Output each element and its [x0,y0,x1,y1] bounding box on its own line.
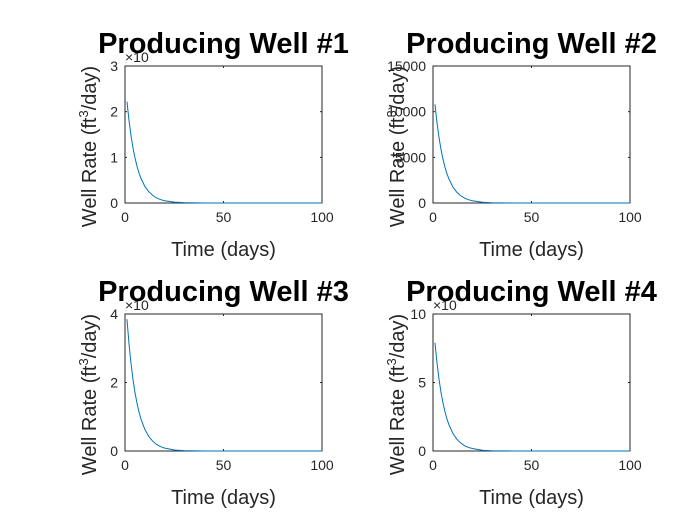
y-tick-label: 5000 [395,149,426,165]
x-tick-label: 100 [310,209,334,225]
y-axis-label: Well Rate (ft3/day) [384,314,409,475]
y-tick-label: 5 [418,375,426,391]
x-axis-label: Time (days) [479,239,584,261]
subplot-1: 0 50 100 0 1 2 3 ×10 Time (days) Well Rate (ft3/d… [76,28,349,261]
x-axis-label: Time (days) [479,487,584,509]
axes-frame [432,65,631,204]
x-tick-label: 50 [216,209,232,225]
x-tick-label: 100 [618,209,642,225]
axes-frame [432,313,631,452]
subplot-2: 0 50 100 0 5000 10000 15000 Time (days) Well Rat… [384,28,657,261]
y-tick-label: 0 [418,443,426,459]
series-line [126,319,322,452]
y-tick-label: 15000 [387,58,426,74]
subplot-3: 0 50 100 0 2 4 ×10 Time (days) Well Rate (ft3/da… [76,276,349,509]
series-line [434,342,630,452]
subplot-title: Producing Well #2 [406,28,657,60]
y-tick-label: 2 [110,104,118,120]
x-tick-label: 0 [429,209,437,225]
y-axis-label: Well Rate (ft3/day) [76,314,101,475]
x-tick-label: 100 [618,457,642,473]
x-axis-label: Time (days) [171,487,276,509]
x-tick-label: 50 [524,209,540,225]
subplot-title: Producing Well #3 [98,276,349,308]
x-tick-label: 0 [121,209,129,225]
y-tick-label: 10000 [387,104,426,120]
x-tick-label: 50 [216,457,232,473]
axes-frame [124,313,323,452]
y-axis-label: Well Rate (ft3/day) [384,66,409,227]
y-exponent-label: ×10 [433,297,457,313]
subplot-4: 0 50 100 0 5 10 ×10 Time (days) Well Rate (ft3/d… [384,276,657,509]
y-tick-label: 3 [110,58,118,74]
x-tick-label: 0 [121,457,129,473]
y-tick-label: 0 [110,443,118,459]
x-tick-label: 100 [310,457,334,473]
y-tick-label: 0 [418,195,426,211]
y-tick-label: 10 [410,306,426,322]
x-axis-label: Time (days) [171,239,276,261]
x-tick-label: 50 [524,457,540,473]
axes-frame [124,65,323,204]
subplot-title: Producing Well #4 [406,276,657,308]
y-tick-label: 4 [110,306,118,322]
y-tick-label: 0 [110,195,118,211]
y-exponent-label: ×10 [125,49,149,65]
series-line [126,101,322,204]
y-tick-label: 1 [110,149,118,165]
subplot-title: Producing Well #1 [98,28,349,60]
y-axis-label: Well Rate (ft3/day) [76,66,101,227]
y-exponent-label: ×10 [125,297,149,313]
x-tick-label: 0 [429,457,437,473]
y-tick-label: 2 [110,375,118,391]
series-line [434,104,630,204]
